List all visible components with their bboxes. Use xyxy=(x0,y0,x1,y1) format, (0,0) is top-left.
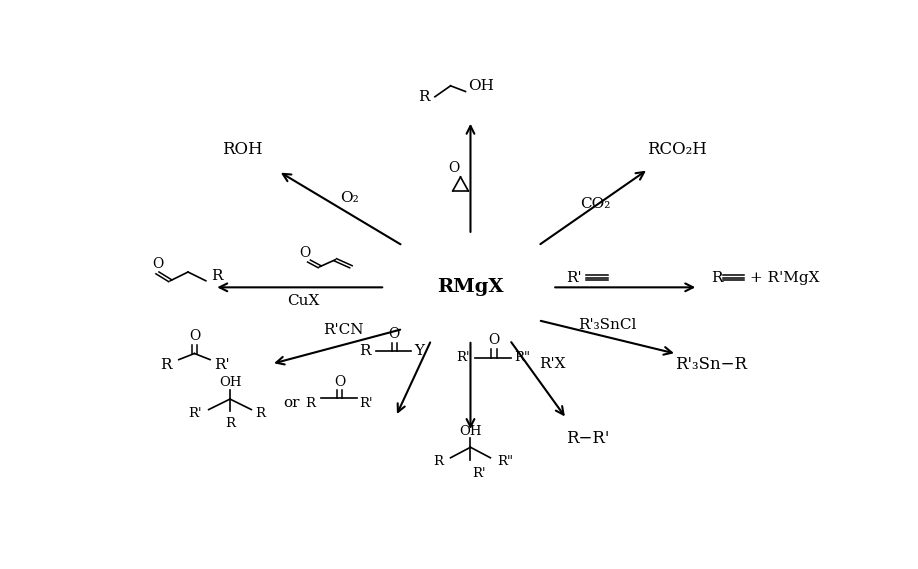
Text: R': R' xyxy=(473,467,487,480)
Text: R'₃SnCl: R'₃SnCl xyxy=(578,318,636,332)
Text: R: R xyxy=(160,358,172,372)
Text: R': R' xyxy=(188,407,202,419)
Text: R': R' xyxy=(565,271,581,284)
Text: or: or xyxy=(283,395,299,410)
Text: R': R' xyxy=(215,358,230,372)
Text: R: R xyxy=(359,344,370,358)
Text: R': R' xyxy=(456,352,470,364)
Text: OH: OH xyxy=(218,377,241,389)
Text: R−R': R−R' xyxy=(566,430,610,447)
Text: R'₃Sn−R: R'₃Sn−R xyxy=(675,356,747,373)
Text: ROH: ROH xyxy=(222,141,263,158)
Text: O: O xyxy=(189,329,200,343)
Text: R: R xyxy=(711,271,722,284)
Text: O₂: O₂ xyxy=(341,191,359,204)
Text: O: O xyxy=(448,161,459,175)
Text: CuX: CuX xyxy=(287,294,319,308)
Text: O: O xyxy=(151,257,163,271)
Text: R': R' xyxy=(360,397,373,410)
Text: O: O xyxy=(299,246,310,259)
Text: + R'MgX: + R'MgX xyxy=(750,271,820,284)
Text: R: R xyxy=(433,455,443,468)
Text: R'CN: R'CN xyxy=(323,323,364,337)
Text: R: R xyxy=(255,407,265,419)
Text: O: O xyxy=(388,327,400,341)
Text: Y: Y xyxy=(414,344,424,358)
Text: O: O xyxy=(488,333,499,347)
Text: CO₂: CO₂ xyxy=(580,197,610,211)
Text: RCO₂H: RCO₂H xyxy=(647,141,707,158)
Text: R'X: R'X xyxy=(539,357,565,371)
Text: R: R xyxy=(211,269,222,283)
Text: O: O xyxy=(334,374,345,389)
Text: OH: OH xyxy=(459,424,482,438)
Text: R: R xyxy=(306,397,316,410)
Text: R: R xyxy=(225,417,235,430)
Text: R": R" xyxy=(514,352,530,364)
Text: RMgX: RMgX xyxy=(437,278,504,296)
Text: R": R" xyxy=(498,455,513,468)
Text: OH: OH xyxy=(468,79,494,93)
Text: R: R xyxy=(419,90,430,104)
